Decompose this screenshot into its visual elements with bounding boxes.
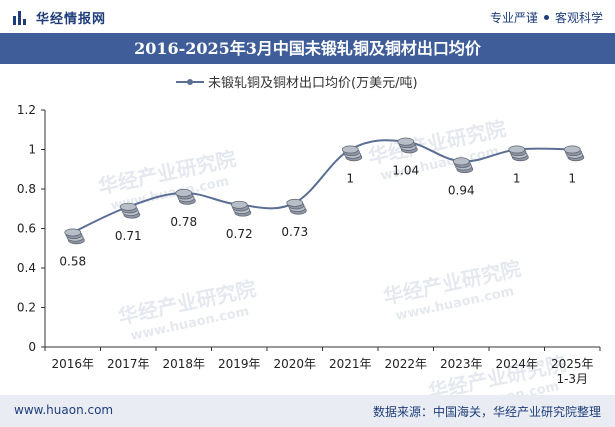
- data-label: 0.73: [281, 225, 308, 239]
- x-tick-label: 2021年: [329, 357, 372, 371]
- coin: [64, 228, 82, 237]
- data-labels: 0.58 0.71 0.78 0.72 0.73 1 1.04 0.94 1 1: [59, 164, 576, 269]
- brand-logo[interactable]: 华经情报网: [12, 8, 106, 27]
- tagline-left: 专业严谨: [489, 11, 538, 25]
- coin-stack-marker: [341, 145, 363, 162]
- data-label: 0.94: [448, 183, 475, 197]
- x-tick-label: 2023年: [440, 357, 483, 371]
- y-tick-label: 0.6: [17, 222, 36, 236]
- coin: [397, 137, 415, 146]
- legend-marker: [187, 79, 193, 85]
- coin-stack-marker: [397, 137, 418, 154]
- legend-label: 未锻轧铜及铜材出口均价(万美元/吨): [208, 76, 418, 91]
- data-label: 1: [513, 172, 521, 186]
- data-label: 0.58: [59, 254, 86, 268]
- x-tick-label: 2020年: [273, 357, 316, 371]
- x-tick-label-line: 2023年: [440, 357, 483, 371]
- coin: [230, 200, 248, 209]
- data-label: 1: [346, 172, 354, 186]
- legend: 未锻轧铜及铜材出口均价(万美元/吨): [176, 76, 418, 91]
- x-tick-label-line: 2017年: [107, 357, 150, 371]
- x-tick-label-line: 2019年: [218, 357, 261, 371]
- coin-stack-marker: [286, 198, 307, 215]
- x-tick-label-line: 2024年: [495, 357, 538, 371]
- x-tick-label-line: 2016年: [51, 357, 94, 371]
- y-tick-label: 1.2: [17, 103, 36, 117]
- brand-name: 华经情报网: [36, 12, 107, 27]
- x-tick-label: 2025年 1-3月: [551, 357, 594, 386]
- x-tick-label: 2016年: [51, 357, 94, 371]
- footer: www.huaon.com 数据来源：中国海关，华经产业研究院整理: [0, 395, 615, 427]
- y-tick-label: 0.2: [17, 301, 36, 315]
- line-chart: 华经产业研究院www.huaon.com华经产业研究院www.huaon.com…: [17, 76, 601, 395]
- y-tick-label: 0: [28, 340, 36, 354]
- coin-stack-marker: [175, 188, 196, 205]
- coin: [286, 198, 304, 207]
- data-label: 0.78: [170, 215, 197, 229]
- coin-stack-marker: [452, 157, 474, 174]
- coin: [508, 145, 526, 154]
- y-tick-label: 0.4: [17, 261, 36, 275]
- series-line: [72, 139, 573, 234]
- x-tick-label-line: 2018年: [162, 357, 205, 371]
- coin-stack-marker: [119, 202, 141, 219]
- x-tick-label: 2019年: [218, 357, 261, 371]
- coin: [563, 145, 581, 154]
- coin: [119, 202, 137, 211]
- coin-stack-marker: [508, 145, 529, 162]
- x-tick-label: 2024年: [495, 357, 538, 371]
- chart-title: 2016-2025年3月中国未锻轧铜及铜材出口均价: [0, 33, 615, 64]
- x-tick-label-line: 2022年: [384, 357, 427, 371]
- x-tick-label-line: 2021年: [329, 357, 372, 371]
- coin: [341, 145, 359, 154]
- x-tick-label: 2018年: [162, 357, 205, 371]
- data-label: 0.72: [226, 227, 253, 241]
- axes: 0 0.2 0.4 0.6 0.8 1 1.2 2016年 2017年 2018年 2019年 202…: [17, 103, 601, 386]
- data-label: 0.71: [115, 229, 142, 243]
- coin-stack-marker: [64, 228, 85, 245]
- dot-icon: [543, 15, 549, 20]
- tagline-right: 客观科学: [554, 11, 603, 25]
- markers: [64, 137, 585, 245]
- bar-chart-icon: [12, 10, 28, 26]
- coin: [452, 157, 470, 166]
- x-tick-label-line: 1-3月: [556, 372, 588, 386]
- x-tick-label-line: 2025年: [551, 357, 594, 371]
- x-tick-label: 2022年: [384, 357, 427, 371]
- tagline: 专业严谨 客观科学: [490, 9, 603, 26]
- data-source: 数据来源：中国海关，华经产业研究院整理: [372, 405, 601, 419]
- y-tick-label: 1: [28, 143, 36, 157]
- footer-website[interactable]: www.huaon.com: [14, 403, 114, 417]
- x-tick-label-line: 2020年: [273, 357, 316, 371]
- y-tick-label: 0.8: [17, 182, 36, 196]
- watermarks: 华经产业研究院www.huaon.com华经产业研究院www.huaon.com…: [96, 116, 568, 395]
- data-label: 1: [568, 172, 576, 186]
- coin-stack-marker: [230, 200, 252, 217]
- data-label: 1.04: [392, 164, 419, 178]
- x-tick-label: 2017年: [107, 357, 150, 371]
- coin-stack-marker: [563, 145, 585, 162]
- top-bar: 华经情报网 专业严谨 客观科学: [0, 0, 615, 34]
- coin: [175, 188, 193, 197]
